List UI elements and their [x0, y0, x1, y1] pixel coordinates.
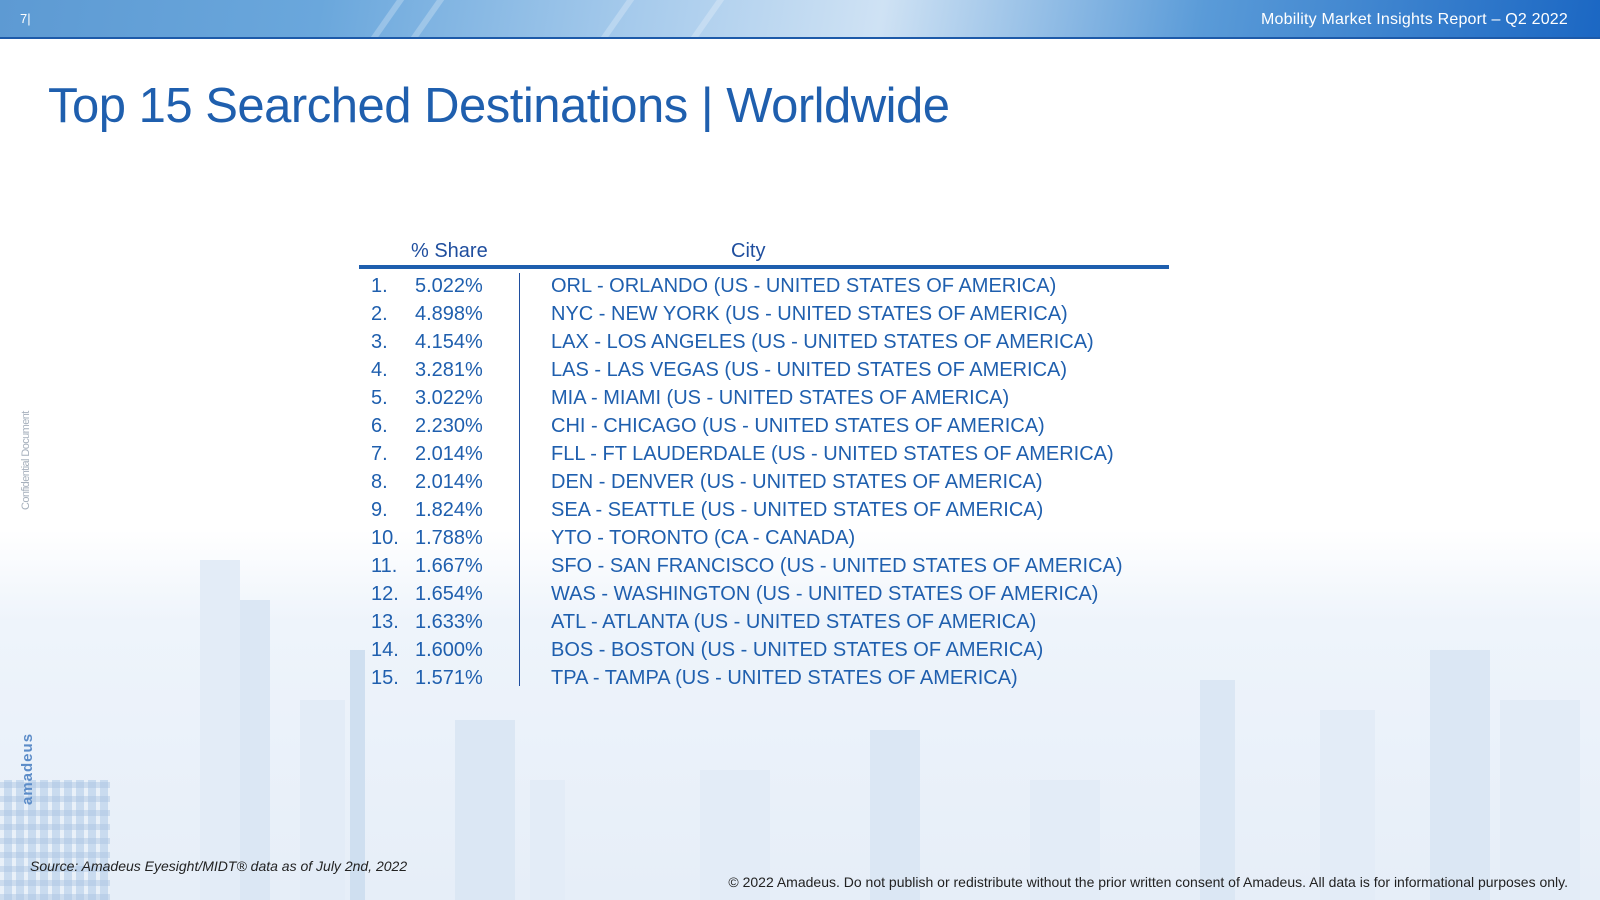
row-share: 1.667%	[415, 555, 483, 577]
banner-stripe	[584, 0, 642, 39]
building	[700, 770, 770, 900]
row-city: CHI - CHICAGO (US - UNITED STATES OF AME…	[551, 415, 1045, 437]
row-rank: 13.	[371, 611, 399, 633]
row-city: NYC - NEW YORK (US - UNITED STATES OF AM…	[551, 303, 1068, 325]
table-body: 1. 5.022% ORL - ORLANDO (US - UNITED STATE…	[359, 273, 1169, 693]
row-share: 4.154%	[415, 331, 483, 353]
skyline-background	[0, 530, 1600, 900]
column-divider	[519, 273, 520, 686]
page-title: Top 15 Searched Destinations | Worldwide	[48, 79, 950, 133]
building	[350, 650, 365, 900]
row-rank: 14.	[371, 639, 399, 661]
table-row: 6. 2.230% CHI - CHICAGO (US - UNITED STATE…	[359, 413, 1169, 441]
row-share: 3.022%	[415, 387, 483, 409]
banner-stripe	[354, 0, 412, 39]
row-share: 1.571%	[415, 667, 483, 689]
table-row: 3. 4.154% LAX - LOS ANGELES (US - UNITED S…	[359, 329, 1169, 357]
table-row: 9. 1.824% SEA - SEATTLE (US - UNITED STATE…	[359, 497, 1169, 525]
row-rank: 9.	[371, 499, 388, 521]
row-city: MIA - MIAMI (US - UNITED STATES OF AMERI…	[551, 387, 1010, 409]
copyright-notice: © 2022 Amadeus. Do not publish or redist…	[728, 874, 1568, 890]
row-rank: 15.	[371, 667, 399, 689]
table-row: 14. 1.600% BOS - BOSTON (US - UNITED STATE…	[359, 637, 1169, 665]
building	[1320, 710, 1375, 900]
row-share: 2.014%	[415, 443, 483, 465]
column-header-share: % Share	[411, 240, 488, 262]
building	[240, 600, 270, 900]
building-windows	[0, 780, 110, 900]
table-row: 4. 3.281% LAS - LAS VEGAS (US - UNITED STA…	[359, 357, 1169, 385]
table-row: 8. 2.014% DEN - DENVER (US - UNITED STATES…	[359, 469, 1169, 497]
building	[455, 720, 515, 900]
row-city: ATL - ATLANTA (US - UNITED STATES OF AME…	[551, 611, 1037, 633]
row-city: SFO - SAN FRANCISCO (US - UNITED STATES …	[551, 555, 1123, 577]
row-city: YTO - TORONTO (CA - CANADA)	[551, 527, 856, 549]
row-city: BOS - BOSTON (US - UNITED STATES OF AMER…	[551, 639, 1044, 661]
row-share: 2.230%	[415, 415, 483, 437]
table-row: 10. 1.788% YTO - TORONTO (CA - CANADA)	[359, 525, 1169, 553]
source-note: Source: Amadeus Eyesight/MIDT® data as o…	[30, 858, 408, 874]
row-city: LAS - LAS VEGAS (US - UNITED STATES OF A…	[551, 359, 1068, 381]
table-row: 12. 1.654% WAS - WASHINGTON (US - UNITED S…	[359, 581, 1169, 609]
row-rank: 10.	[371, 527, 399, 549]
row-rank: 4.	[371, 359, 388, 381]
building	[1200, 680, 1235, 900]
row-share: 3.281%	[415, 359, 483, 381]
row-rank: 8.	[371, 471, 388, 493]
row-city: LAX - LOS ANGELES (US - UNITED STATES OF…	[551, 331, 1094, 353]
row-city: ORL - ORLANDO (US - UNITED STATES OF AME…	[551, 275, 1057, 297]
table-row: 2. 4.898% NYC - NEW YORK (US - UNITED STAT…	[359, 301, 1169, 329]
row-rank: 12.	[371, 583, 399, 605]
building	[200, 560, 240, 900]
row-share: 1.600%	[415, 639, 483, 661]
row-rank: 5.	[371, 387, 388, 409]
row-share: 4.898%	[415, 303, 483, 325]
row-share: 1.654%	[415, 583, 483, 605]
row-share: 1.633%	[415, 611, 483, 633]
row-rank: 11.	[371, 555, 398, 577]
header-rule	[359, 265, 1169, 269]
destinations-table: % Share City 1. 5.022% ORL - ORLANDO (US -…	[359, 235, 1169, 693]
table-row: 13. 1.633% ATL - ATLANTA (US - UNITED STAT…	[359, 609, 1169, 637]
confidential-label: Confidential Document	[20, 411, 32, 510]
row-rank: 7.	[371, 443, 388, 465]
report-title: Mobility Market Insights Report – Q2 202…	[1260, 11, 1568, 28]
table-row: 11. 1.667% SFO - SAN FRANCISCO (US - UNITE…	[359, 553, 1169, 581]
row-rank: 3.	[371, 331, 388, 353]
table-row: 7. 2.014% FLL - FT LAUDERDALE (US - UNITED…	[359, 441, 1169, 469]
row-city: FLL - FT LAUDERDALE (US - UNITED STATES …	[551, 443, 1114, 465]
banner-stripe	[394, 0, 452, 39]
building	[300, 700, 345, 900]
table-row: 1. 5.022% ORL - ORLANDO (US - UNITED STATE…	[359, 273, 1169, 301]
row-share: 1.824%	[415, 499, 483, 521]
row-rank: 2.	[371, 303, 388, 325]
table-row: 15. 1.571% TPA - TAMPA (US - UNITED STATES…	[359, 665, 1169, 693]
row-city: WAS - WASHINGTON (US - UNITED STATES OF …	[551, 583, 1099, 605]
building	[1030, 780, 1100, 900]
row-share: 1.788%	[415, 527, 483, 549]
building	[1500, 700, 1580, 900]
header-banner: 7| Mobility Market Insights Report – Q2 …	[0, 0, 1600, 39]
row-city: SEA - SEATTLE (US - UNITED STATES OF AME…	[551, 499, 1044, 521]
row-rank: 6.	[371, 415, 388, 437]
table-row: 5. 3.022% MIA - MIAMI (US - UNITED STATES …	[359, 385, 1169, 413]
row-city: DEN - DENVER (US - UNITED STATES OF AMER…	[551, 471, 1043, 493]
table-header: % Share City	[359, 235, 1169, 269]
banner-stripe	[674, 0, 732, 39]
building	[530, 780, 565, 900]
row-share: 2.014%	[415, 471, 483, 493]
building	[1430, 650, 1490, 900]
row-rank: 1.	[371, 275, 388, 297]
row-share: 5.022%	[415, 275, 483, 297]
building	[870, 730, 920, 900]
row-city: TPA - TAMPA (US - UNITED STATES OF AMERI…	[551, 667, 1018, 689]
column-header-city: City	[731, 240, 766, 262]
page-number: 7|	[20, 11, 31, 26]
amadeus-logo: amadeus	[19, 732, 36, 805]
